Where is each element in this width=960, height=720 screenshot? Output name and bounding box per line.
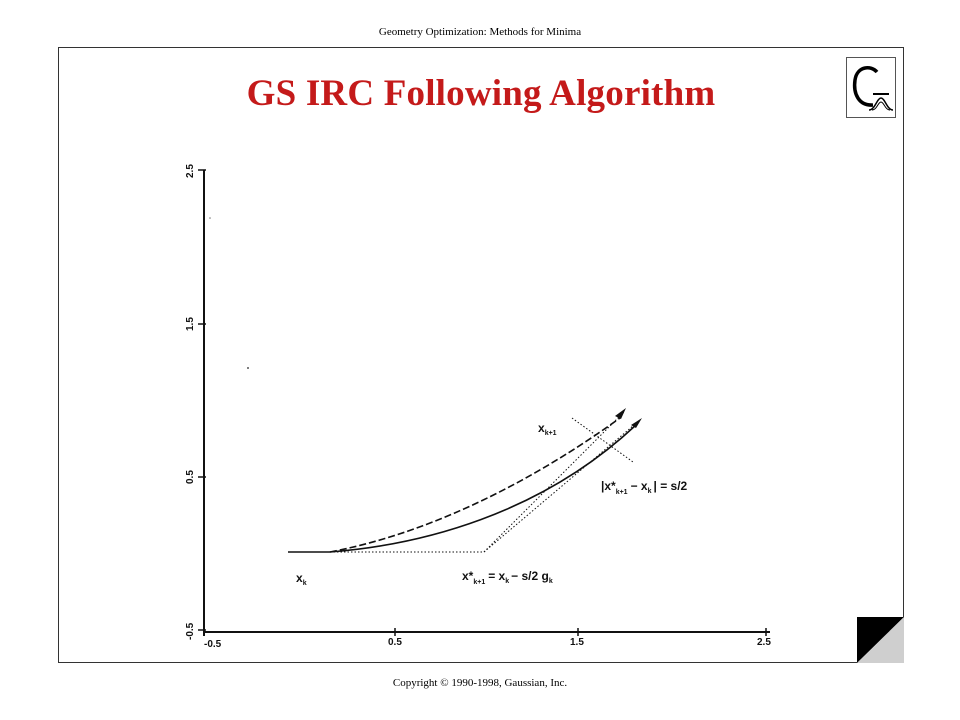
slide-title: GS IRC Following Algorithm: [246, 73, 716, 114]
page-corner-icon: [857, 617, 904, 663]
slide-frame: [58, 47, 904, 663]
footer-text: Copyright © 1990-1998, Gaussian, Inc.: [392, 677, 568, 689]
gaussian-logo-icon: [846, 57, 896, 118]
header-text: Geometry Optimization: Methods for Minim…: [378, 26, 582, 38]
